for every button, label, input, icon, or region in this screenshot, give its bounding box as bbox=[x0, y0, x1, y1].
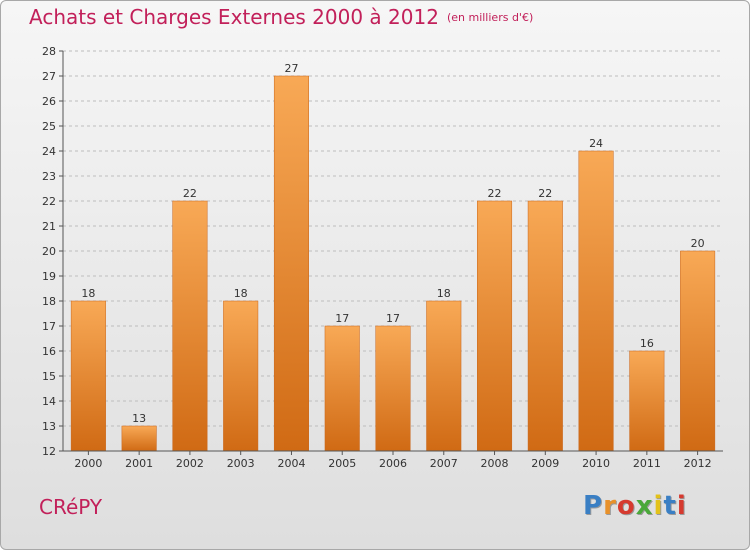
x-tick-label-2001: 2001 bbox=[125, 457, 153, 470]
logo-letter: P bbox=[583, 491, 604, 521]
x-tick-label-2005: 2005 bbox=[328, 457, 356, 470]
logo-letter: r bbox=[603, 491, 617, 521]
data-label-2007: 18 bbox=[437, 287, 451, 300]
bar-2004 bbox=[273, 75, 309, 452]
bar-2000 bbox=[70, 300, 106, 452]
x-tick-label-2004: 2004 bbox=[277, 457, 305, 470]
y-tick-label: 28 bbox=[42, 45, 56, 58]
data-label-2012: 20 bbox=[691, 237, 705, 250]
data-label-2006: 17 bbox=[386, 312, 400, 325]
x-tick-label-2000: 2000 bbox=[74, 457, 102, 470]
data-label-2005: 17 bbox=[335, 312, 349, 325]
data-label-2003: 18 bbox=[234, 287, 248, 300]
data-label-2000: 18 bbox=[81, 287, 95, 300]
title-row: Achats et Charges Externes 2000 à 2012 (e… bbox=[29, 5, 533, 29]
bar-2006 bbox=[375, 325, 411, 452]
bars bbox=[70, 75, 716, 452]
x-tick-label-2007: 2007 bbox=[430, 457, 458, 470]
logo-letter: i bbox=[653, 491, 664, 521]
y-tick-label: 18 bbox=[42, 295, 56, 308]
y-tick-label: 17 bbox=[42, 320, 56, 333]
bar-2009 bbox=[527, 200, 563, 452]
y-tick-label: 27 bbox=[42, 70, 56, 83]
y-tick-label: 24 bbox=[42, 145, 56, 158]
chart-subtitle: (en milliers d'€) bbox=[446, 11, 534, 24]
data-label-2004: 27 bbox=[284, 62, 298, 75]
y-tick-label: 13 bbox=[42, 420, 56, 433]
proxiti-logo: Proxiti bbox=[583, 491, 687, 521]
data-label-2009: 22 bbox=[538, 187, 552, 200]
y-tick-label: 19 bbox=[42, 270, 56, 283]
data-label-2001: 13 bbox=[132, 412, 146, 425]
y-tick-label: 25 bbox=[42, 120, 56, 133]
logo-letter: i bbox=[676, 491, 687, 521]
x-tick-label-2003: 2003 bbox=[227, 457, 255, 470]
x-tick-label-2010: 2010 bbox=[582, 457, 610, 470]
bar-2007 bbox=[426, 300, 462, 452]
bar-2003 bbox=[223, 300, 259, 452]
y-tick-label: 26 bbox=[42, 95, 56, 108]
y-tick-label: 12 bbox=[42, 445, 56, 458]
logo-letter: x bbox=[635, 491, 654, 521]
axes bbox=[59, 50, 723, 455]
labels: 12 13 14 15 16 17 18 19 20 21 22 23 24 25 26 27 28 18 2000… bbox=[42, 45, 712, 470]
data-label-2011: 16 bbox=[640, 337, 654, 350]
y-tick-label: 15 bbox=[42, 370, 56, 383]
y-tick-label: 23 bbox=[42, 170, 56, 183]
bar-2001 bbox=[121, 425, 157, 452]
y-tick-label: 21 bbox=[42, 220, 56, 233]
x-tick-label-2012: 2012 bbox=[684, 457, 712, 470]
x-tick-label-2009: 2009 bbox=[531, 457, 559, 470]
y-tick-label: 16 bbox=[42, 345, 56, 358]
data-label-2010: 24 bbox=[589, 137, 603, 150]
bar-2002 bbox=[172, 200, 208, 452]
x-tick-label-2011: 2011 bbox=[633, 457, 661, 470]
chart-title: Achats et Charges Externes 2000 à 2012 bbox=[29, 5, 439, 29]
x-tick-label-2008: 2008 bbox=[481, 457, 509, 470]
bar-2008 bbox=[477, 200, 513, 452]
bar-2011 bbox=[629, 350, 665, 452]
y-tick-label: 14 bbox=[42, 395, 56, 408]
commune-name: CRéPY bbox=[39, 495, 103, 519]
y-tick-label: 20 bbox=[42, 245, 56, 258]
data-label-2008: 22 bbox=[488, 187, 502, 200]
bar-2012 bbox=[680, 250, 716, 452]
logo-letter: o bbox=[616, 491, 636, 521]
logo-letter: t bbox=[663, 491, 677, 521]
y-tick-label: 22 bbox=[42, 195, 56, 208]
x-tick-label-2006: 2006 bbox=[379, 457, 407, 470]
bar-2010 bbox=[578, 150, 614, 452]
x-tick-label-2002: 2002 bbox=[176, 457, 204, 470]
data-label-2002: 22 bbox=[183, 187, 197, 200]
bar-2005 bbox=[324, 325, 360, 452]
